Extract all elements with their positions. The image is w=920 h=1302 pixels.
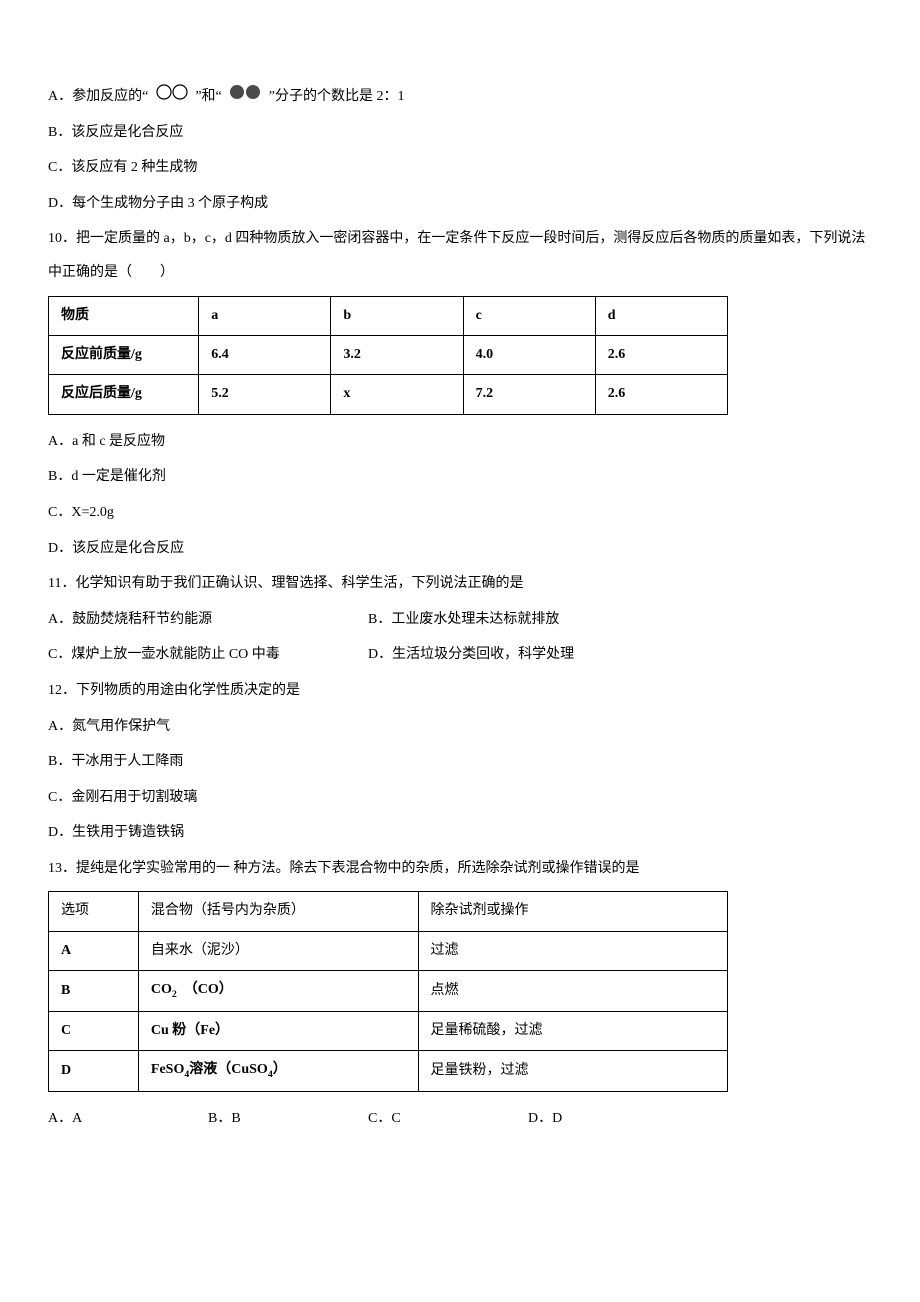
q13-stem: 13．提纯是化学实验常用的一 种方法。除去下表混合物中的杂质，所选除杂试剂或操作…	[48, 852, 872, 886]
cell: d	[595, 296, 727, 335]
q10-option-d: D．该反应是化合反应	[48, 532, 872, 566]
table-row: 反应前质量/g 6.4 3.2 4.0 2.6	[49, 335, 728, 374]
q9-optA-mid: ”和“	[195, 89, 221, 104]
cell: 5.2	[199, 375, 331, 414]
cell: 4.0	[463, 335, 595, 374]
text: 溶液（CuSO	[189, 1062, 268, 1077]
cell: 足量铁粉，过滤	[418, 1051, 728, 1091]
q12-option-c: C．金刚石用于切割玻璃	[48, 781, 872, 815]
table-row: A 自来水（泥沙） 过滤	[49, 931, 728, 970]
cell: 3.2	[331, 335, 463, 374]
cell: c	[463, 296, 595, 335]
text: ）	[273, 1062, 287, 1077]
table-row: B CO2 （CO） 点燃	[49, 971, 728, 1011]
q11-option-c: C．煤炉上放一壶水就能防止 CO 中毒	[48, 638, 368, 672]
cell: a	[199, 296, 331, 335]
cell: 反应前质量/g	[49, 335, 199, 374]
table-row: D FeSO4溶液（CuSO4） 足量铁粉，过滤	[49, 1051, 728, 1091]
q10-table: 物质 a b c d 反应前质量/g 6.4 3.2 4.0 2.6 反应后质量…	[48, 296, 728, 415]
q9-option-b: B．该反应是化合反应	[48, 116, 872, 150]
q12-option-d: D．生铁用于铸造铁锅	[48, 816, 872, 850]
q13-option-c: C．C	[368, 1102, 528, 1136]
cell: Cu 粉（Fe）	[138, 1011, 418, 1050]
q13-option-b: B．B	[208, 1102, 368, 1136]
two-black-circles-icon	[227, 80, 263, 114]
q11-option-d: D．生活垃圾分类回收，科学处理	[368, 638, 574, 672]
cell: CO2 （CO）	[138, 971, 418, 1011]
cell: 过滤	[418, 931, 728, 970]
cell: x	[331, 375, 463, 414]
q10-option-c: C．X=2.0g	[48, 496, 872, 530]
cell: 选项	[49, 892, 139, 931]
table-row: C Cu 粉（Fe） 足量稀硫酸，过滤	[49, 1011, 728, 1050]
table-row: 反应后质量/g 5.2 x 7.2 2.6	[49, 375, 728, 414]
q9-optA-suffix: ”分子的个数比是 2：1	[269, 89, 405, 104]
q13-table: 选项 混合物（括号内为杂质） 除杂试剂或操作 A 自来水（泥沙） 过滤 B CO…	[48, 891, 728, 1091]
text: CO	[151, 982, 172, 997]
q13-option-d: D．D	[528, 1102, 688, 1136]
cell: 6.4	[199, 335, 331, 374]
cell: A	[49, 931, 139, 970]
q12-stem: 12．下列物质的用途由化学性质决定的是	[48, 674, 872, 708]
cell: 足量稀硫酸，过滤	[418, 1011, 728, 1050]
cell: 点燃	[418, 971, 728, 1011]
cell: B	[49, 971, 139, 1011]
table-row: 选项 混合物（括号内为杂质） 除杂试剂或操作	[49, 892, 728, 931]
cell: 2.6	[595, 335, 727, 374]
q9-option-a: A．参加反应的“ ”和“ ”分子的个数比是 2：1	[48, 80, 872, 114]
cell: C	[49, 1011, 139, 1050]
text: （CO）	[177, 982, 233, 997]
q9-option-c: C．该反应有 2 种生成物	[48, 151, 872, 185]
q10-option-a: A．a 和 c 是反应物	[48, 425, 872, 459]
q9-option-d: D．每个生成物分子由 3 个原子构成	[48, 187, 872, 221]
q10-stem: 10．把一定质量的 a，b，c，d 四种物质放入一密闭容器中，在一定条件下反应一…	[48, 222, 872, 289]
cell: 除杂试剂或操作	[418, 892, 728, 931]
cell: 7.2	[463, 375, 595, 414]
cell: 混合物（括号内为杂质）	[138, 892, 418, 931]
q13-option-a: A．A	[48, 1102, 208, 1136]
q12-option-a: A．氮气用作保护气	[48, 710, 872, 744]
cell: 自来水（泥沙）	[138, 931, 418, 970]
q9-optA-prefix: A．参加反应的“	[48, 89, 148, 104]
cell: FeSO4溶液（CuSO4）	[138, 1051, 418, 1091]
cell: b	[331, 296, 463, 335]
cell: 反应后质量/g	[49, 375, 199, 414]
q12-option-b: B．干冰用于人工降雨	[48, 745, 872, 779]
two-white-circles-icon	[154, 80, 190, 114]
text: FeSO	[151, 1062, 184, 1077]
q11-option-b: B．工业废水处理未达标就排放	[368, 603, 559, 637]
table-row: 物质 a b c d	[49, 296, 728, 335]
cell: 2.6	[595, 375, 727, 414]
q10-option-b: B．d 一定是催化剂	[48, 460, 872, 494]
q11-option-a: A．鼓励焚烧秸秆节约能源	[48, 603, 368, 637]
cell: 物质	[49, 296, 199, 335]
q11-stem: 11．化学知识有助于我们正确认识、理智选择、科学生活，下列说法正确的是	[48, 567, 872, 601]
cell: D	[49, 1051, 139, 1091]
